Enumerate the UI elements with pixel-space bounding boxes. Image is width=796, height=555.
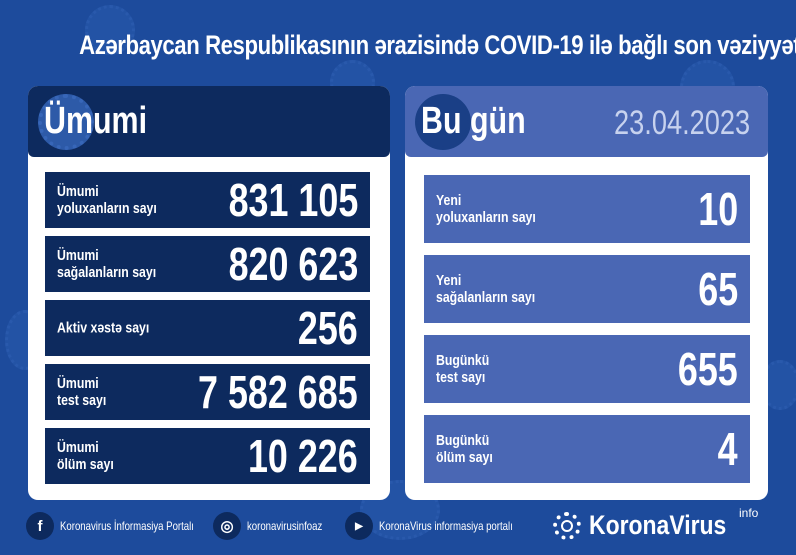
youtube-icon: ▶ (345, 512, 373, 540)
stat-total-deaths: Ümumi ölüm sayı 10 226 (45, 428, 370, 484)
stat-label: Bugünkü test sayı (436, 352, 490, 386)
stat-label: Yeni yoluxanların sayı (436, 192, 536, 226)
brand-name: KoronaVirus (589, 510, 727, 540)
virus-decoration-icon (85, 5, 135, 55)
virus-icon (415, 94, 471, 150)
stat-label: Bugünkü ölüm sayı (436, 432, 493, 466)
today-panel: Bu gün 23.04.2023 Yeni yoluxanların sayı… (405, 86, 768, 500)
instagram-icon: ◎ (213, 512, 241, 540)
virus-logo-icon (553, 512, 581, 540)
stat-value: 256 (298, 302, 358, 354)
stat-value: 7 582 685 (198, 366, 358, 418)
koronavirus-logo: KoronaVirus info (553, 506, 793, 544)
stat-active: Aktiv xəstə sayı 256 (45, 300, 370, 356)
stat-value: 10 (698, 183, 738, 235)
today-date: 23.04.2023 (613, 104, 750, 142)
stat-label: Ümumi test sayı (57, 375, 107, 409)
stat-label: Ümumi sağalanların sayı (57, 247, 157, 281)
today-heading: Bu gün (421, 100, 526, 142)
total-panel: Ümumi Ümumi yoluxanların sayı 831 105 Ümu… (28, 86, 390, 500)
stat-label: Aktiv xəstə sayı (57, 319, 150, 337)
stat-value: 65 (698, 263, 738, 315)
facebook-label: Koronavirus İnformasiya Portalı (60, 519, 194, 533)
stat-value: 4 (718, 423, 738, 475)
stat-total-tests: Ümumi test sayı 7 582 685 (45, 364, 370, 420)
stat-value: 820 623 (228, 238, 358, 290)
stat-label: Ümumi ölüm sayı (57, 439, 114, 473)
stat-value: 831 105 (228, 174, 358, 226)
stat-total-recovered: Ümumi sağalanların sayı 820 623 (45, 236, 370, 292)
stat-new-infected: Yeni yoluxanların sayı 10 (424, 175, 750, 243)
stat-new-recovered: Yeni sağalanların sayı 65 (424, 255, 750, 323)
page-title-text: Azərbaycan Respublikasının ərazisində CO… (79, 30, 796, 60)
stat-label: Yeni sağalanların sayı (436, 272, 536, 306)
stat-total-infected: Ümumi yoluxanların sayı 831 105 (45, 172, 370, 228)
virus-icon (38, 94, 94, 150)
stat-value: 10 226 (248, 430, 358, 482)
facebook-link[interactable]: f Koronavirus İnformasiya Portalı (26, 512, 227, 540)
today-header: Bu gün 23.04.2023 (405, 86, 768, 157)
facebook-icon: f (26, 512, 54, 540)
instagram-label: koronavirusinfoaz (247, 519, 323, 533)
brand-sup: info (739, 506, 759, 520)
footer: f Koronavirus İnformasiya Portalı ◎ korona… (0, 506, 796, 542)
stat-value: 655 (678, 343, 738, 395)
youtube-label: KoronaVirus informasiya portalı (379, 519, 513, 533)
stat-label: Ümumi yoluxanların sayı (57, 183, 157, 217)
instagram-link[interactable]: ◎ koronavirusinfoaz (213, 512, 341, 540)
page-title: Azərbaycan Respublikasının ərazisində CO… (0, 30, 796, 61)
total-heading: Ümumi (44, 100, 148, 142)
total-header: Ümumi (28, 86, 390, 157)
youtube-link[interactable]: ▶ KoronaVirus informasiya portalı (345, 512, 546, 540)
stat-today-deaths: Bugünkü ölüm sayı 4 (424, 415, 750, 483)
stat-today-tests: Bugünkü test sayı 655 (424, 335, 750, 403)
